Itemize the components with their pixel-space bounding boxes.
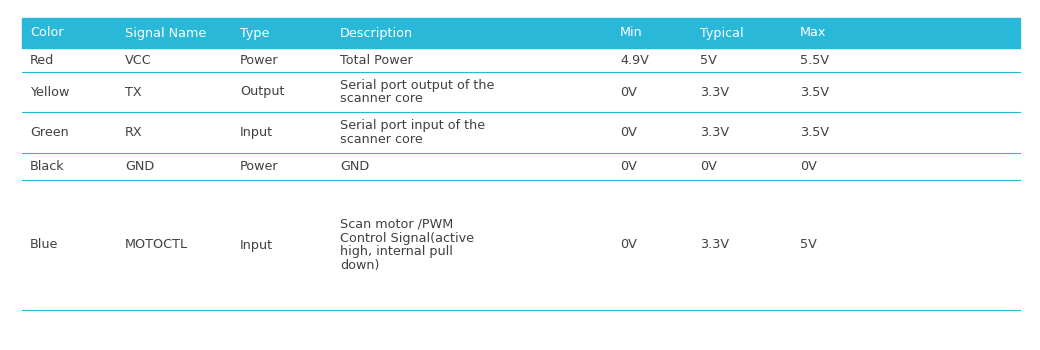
Text: high, internal pull: high, internal pull xyxy=(340,245,452,258)
Text: 5V: 5V xyxy=(800,238,816,252)
Text: 3.3V: 3.3V xyxy=(700,238,729,252)
Text: MOTOCTL: MOTOCTL xyxy=(125,238,188,252)
Text: Green: Green xyxy=(30,126,69,139)
Text: Serial port output of the: Serial port output of the xyxy=(340,79,494,92)
Text: Yellow: Yellow xyxy=(30,85,70,98)
Text: Blue: Blue xyxy=(30,238,58,252)
Text: Serial port input of the: Serial port input of the xyxy=(340,119,485,132)
Text: Power: Power xyxy=(240,160,279,173)
Text: 3.5V: 3.5V xyxy=(800,85,829,98)
Text: Output: Output xyxy=(240,85,285,98)
Text: 0V: 0V xyxy=(620,85,636,98)
Text: VCC: VCC xyxy=(125,54,152,66)
Text: RX: RX xyxy=(125,126,142,139)
Text: Signal Name: Signal Name xyxy=(125,27,206,40)
Text: Scan motor /PWM: Scan motor /PWM xyxy=(340,218,453,231)
Text: 3.5V: 3.5V xyxy=(800,126,829,139)
Text: Input: Input xyxy=(240,238,274,252)
Text: 0V: 0V xyxy=(620,238,636,252)
Text: Typical: Typical xyxy=(700,27,744,40)
Text: TX: TX xyxy=(125,85,141,98)
Text: 4.9V: 4.9V xyxy=(620,54,649,66)
Text: Black: Black xyxy=(30,160,64,173)
Text: 5V: 5V xyxy=(700,54,717,66)
Bar xyxy=(22,18,1020,48)
Text: Max: Max xyxy=(800,27,827,40)
Text: Control Signal(active: Control Signal(active xyxy=(340,232,474,245)
Text: scanner core: scanner core xyxy=(340,133,422,146)
Text: Total Power: Total Power xyxy=(340,54,413,66)
Text: Input: Input xyxy=(240,126,274,139)
Text: 0V: 0V xyxy=(620,126,636,139)
Text: Color: Color xyxy=(30,27,63,40)
Text: Type: Type xyxy=(240,27,269,40)
Text: 0V: 0V xyxy=(800,160,816,173)
Text: GND: GND xyxy=(125,160,154,173)
Text: Min: Min xyxy=(620,27,643,40)
Text: 3.3V: 3.3V xyxy=(700,85,729,98)
Text: GND: GND xyxy=(340,160,369,173)
Text: down): down) xyxy=(340,259,380,272)
Text: 3.3V: 3.3V xyxy=(700,126,729,139)
Text: 0V: 0V xyxy=(620,160,636,173)
Text: scanner core: scanner core xyxy=(340,92,422,105)
Text: 5.5V: 5.5V xyxy=(800,54,829,66)
Text: Power: Power xyxy=(240,54,279,66)
Text: 0V: 0V xyxy=(700,160,717,173)
Text: Description: Description xyxy=(340,27,413,40)
Text: Red: Red xyxy=(30,54,54,66)
